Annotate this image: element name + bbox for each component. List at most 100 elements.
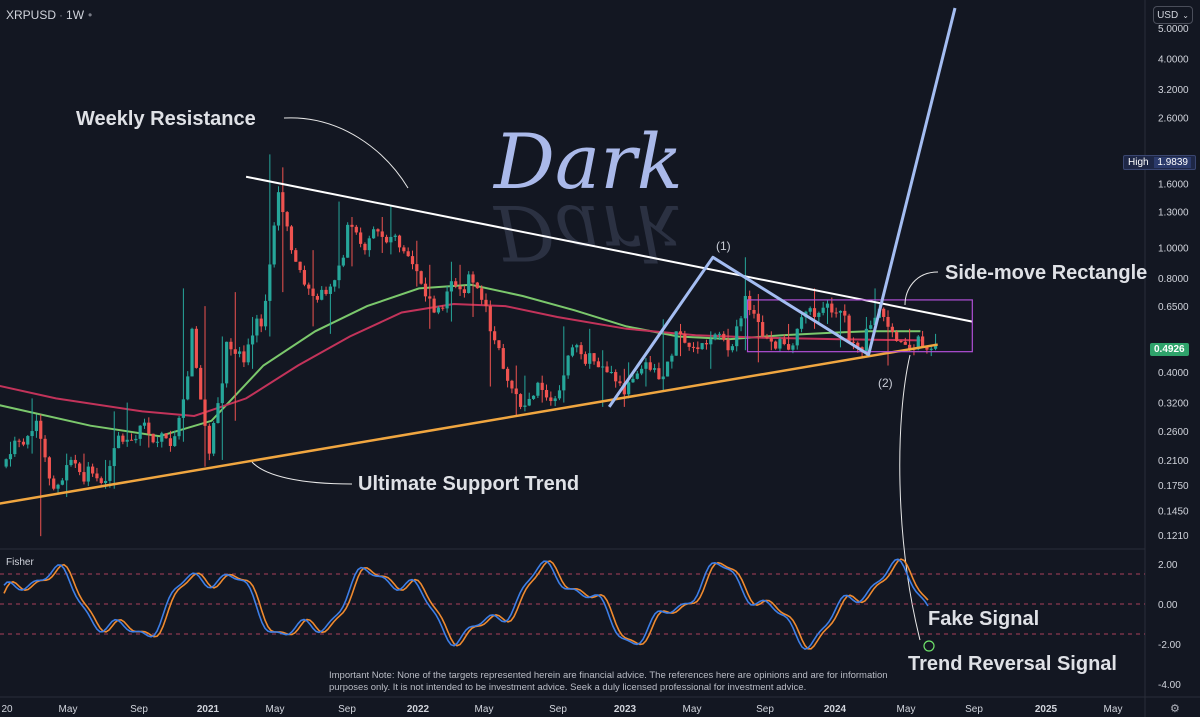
candle-body xyxy=(648,362,652,370)
indicator-name[interactable]: Fisher xyxy=(6,557,34,568)
candle-body xyxy=(657,368,661,380)
time-tick-label: 2023 xyxy=(614,704,637,715)
price-tick-label: 1.0000 xyxy=(1158,243,1189,254)
candle-body xyxy=(454,281,458,287)
candle-body xyxy=(445,291,449,309)
time-tick-label: 2024 xyxy=(824,704,847,715)
candle-body xyxy=(696,347,700,350)
ultimate-support-connector xyxy=(251,461,353,485)
time-tick-label: 2021 xyxy=(197,704,220,715)
candle-body xyxy=(735,326,739,347)
currency-selector[interactable]: USD ⌄ xyxy=(1153,6,1193,24)
candle-body xyxy=(372,229,376,239)
candle-body xyxy=(30,431,34,437)
candle-body xyxy=(82,472,86,482)
candle-body xyxy=(562,375,566,391)
candle-body xyxy=(786,344,791,350)
candle-body xyxy=(583,354,588,364)
candle-body xyxy=(194,328,198,368)
projection-path[interactable] xyxy=(607,7,957,408)
candle-body xyxy=(553,398,557,402)
candle-body xyxy=(566,355,570,376)
candle-body xyxy=(320,289,324,300)
candle-body xyxy=(882,308,886,317)
candle-body xyxy=(527,398,531,406)
candle-body xyxy=(43,438,47,458)
last-price-badge: 0.4926 xyxy=(1150,343,1189,356)
candle-body xyxy=(691,346,696,348)
time-tick-label: May xyxy=(1104,704,1123,715)
ultimate-support-line[interactable] xyxy=(0,343,938,506)
price-tick-label: 0.4000 xyxy=(1158,368,1189,379)
candle-body xyxy=(471,274,475,283)
candle-body xyxy=(851,341,856,343)
candle-body xyxy=(112,448,116,467)
candle-body xyxy=(687,342,691,347)
candle-body xyxy=(652,368,657,370)
candle-body xyxy=(817,312,821,317)
candle-body xyxy=(834,312,838,314)
side-move-rectangle[interactable] xyxy=(746,299,973,353)
candle-body xyxy=(333,280,337,287)
time-tick-label: Sep xyxy=(756,704,774,715)
candle-body xyxy=(748,295,752,310)
candle-body xyxy=(886,316,890,327)
candle-body xyxy=(778,339,782,349)
candles xyxy=(4,154,938,537)
candle-body xyxy=(168,438,173,446)
symbol-header[interactable]: XRPUSD · 1W • xyxy=(6,8,92,22)
gear-icon[interactable]: ⚙ xyxy=(1170,702,1180,715)
separator-dot: · xyxy=(59,8,64,22)
candle-body xyxy=(108,466,112,481)
candle-body xyxy=(475,282,479,289)
candle-body xyxy=(709,339,713,345)
trend-reversal-label: Trend Reversal Signal xyxy=(908,653,1117,675)
candle-body xyxy=(406,251,410,257)
candle-body xyxy=(229,341,233,350)
candle-body xyxy=(173,436,177,446)
candle-body xyxy=(549,397,553,402)
candle-body xyxy=(116,435,121,449)
candle-body xyxy=(186,376,190,400)
candle-body xyxy=(929,348,933,350)
fisher-level-label: -2.00 xyxy=(1158,640,1181,651)
last-price-value: 0.4926 xyxy=(1154,344,1185,355)
candle-body xyxy=(670,355,674,362)
candle-body xyxy=(908,344,912,349)
weekly-resistance-label: Weekly Resistance xyxy=(76,108,256,130)
weekly-resistance-line[interactable] xyxy=(245,175,973,323)
candle-body xyxy=(557,390,562,399)
candle-body xyxy=(575,345,579,348)
moving-average-line xyxy=(0,283,921,438)
time-tick-label: 20 xyxy=(1,704,13,715)
candle-body xyxy=(281,192,285,213)
candle-body xyxy=(91,466,95,474)
ultimate-support-label: Ultimate Support Trend xyxy=(358,473,579,495)
candle-body xyxy=(289,226,294,251)
candle-body xyxy=(661,376,665,380)
candle-body xyxy=(21,441,26,445)
candle-body xyxy=(268,264,272,301)
interval-label: 1W xyxy=(66,8,85,22)
candle-body xyxy=(713,334,717,340)
candle-body xyxy=(588,353,592,364)
price-tick-label: 5.0000 xyxy=(1158,24,1189,35)
candle-body xyxy=(415,264,419,272)
candle-body xyxy=(739,318,743,327)
price-tick-label: 0.1210 xyxy=(1158,531,1189,542)
candle-body xyxy=(142,422,147,426)
candle-body xyxy=(933,343,938,349)
candle-body xyxy=(350,224,354,227)
candle-body xyxy=(791,345,795,350)
time-tick-label: Sep xyxy=(549,704,567,715)
candle-body xyxy=(467,274,471,294)
high-label: High xyxy=(1128,157,1149,168)
candle-body xyxy=(86,466,90,482)
candle-body xyxy=(220,383,224,404)
candle-body xyxy=(674,331,678,356)
candle-body xyxy=(596,361,600,368)
candle-body xyxy=(298,261,302,271)
candle-body xyxy=(825,303,830,308)
candle-body xyxy=(441,307,445,309)
